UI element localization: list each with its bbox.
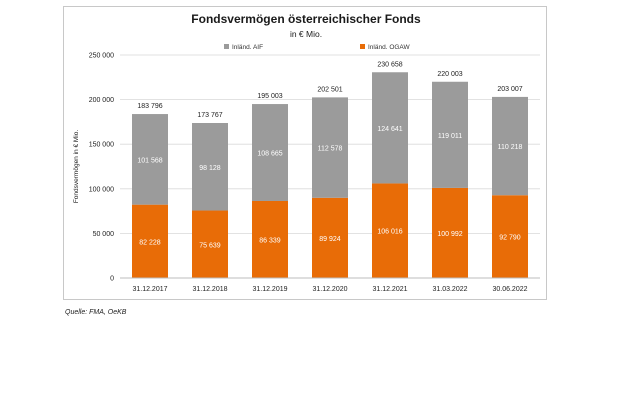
data-label-ogaw: 75 639 [199, 242, 221, 249]
chart-frame: Fondsvermögen österreichischer Fonds in €… [63, 6, 547, 300]
data-label-ogaw: 92 790 [499, 235, 521, 242]
data-label-ogaw: 106 016 [377, 229, 402, 236]
bar-aif-4 [372, 72, 408, 184]
legend-swatch-aif [224, 44, 229, 49]
y-tick-label: 250 000 [89, 53, 114, 60]
y-tick-label: 200 000 [89, 97, 114, 104]
x-tick-label: 31.12.2018 [192, 286, 227, 293]
data-label-aif: 119 011 [438, 133, 462, 140]
bar-ogaw-6 [492, 195, 528, 278]
bar-aif-2 [252, 104, 288, 201]
x-tick-label: 30.06.2022 [492, 286, 527, 293]
data-label-ogaw: 82 228 [139, 239, 161, 246]
total-label: 202 501 [317, 86, 342, 93]
x-tick-label: 31.12.2020 [312, 286, 347, 293]
data-label-ogaw: 89 924 [319, 236, 341, 243]
source-note: Quelle: FMA, OeKB [65, 309, 127, 316]
legend-swatch-ogaw [360, 44, 365, 49]
total-label: 230 658 [377, 61, 402, 68]
bar-aif-5 [432, 81, 468, 188]
bar-aif-6 [492, 96, 528, 196]
data-label-aif: 112 578 [318, 146, 343, 153]
total-label: 183 796 [137, 103, 162, 110]
data-label-aif: 110 218 [498, 144, 523, 151]
bar-aif-3 [312, 97, 348, 198]
y-axis-label: Fondsvermögen in € Mio. [73, 130, 80, 204]
data-label-aif: 101 568 [137, 157, 162, 164]
bar-ogaw-2 [252, 200, 288, 278]
x-tick-label: 31.12.2021 [372, 286, 407, 293]
y-tick-label: 0 [110, 276, 114, 283]
legend-label-aif: Inländ. AIF [232, 44, 263, 51]
total-label: 195 003 [257, 93, 282, 100]
bar-ogaw-0 [132, 204, 168, 278]
x-tick-label: 31.12.2017 [132, 286, 167, 293]
total-label: 203 007 [497, 86, 522, 93]
chart-subtitle: in € Mio. [290, 29, 322, 39]
data-label-ogaw: 100 992 [437, 231, 462, 238]
total-label: 220 003 [437, 71, 462, 78]
stacked-bar-chart: Fondsvermögen österreichischer Fonds in €… [73, 12, 540, 293]
data-label-ogaw: 86 339 [259, 237, 281, 244]
x-tick-label: 31.12.2019 [252, 286, 287, 293]
x-tick-label: 31.03.2022 [432, 286, 467, 293]
legend-label-ogaw: Inländ. OGAW [368, 44, 411, 51]
y-tick-label: 150 000 [89, 142, 114, 149]
chart-title: Fondsvermögen österreichischer Fonds [191, 12, 421, 26]
y-tick-label: 100 000 [89, 186, 114, 193]
y-tick-label: 50 000 [93, 231, 115, 238]
bar-aif-0 [132, 114, 168, 205]
data-label-aif: 108 665 [257, 151, 282, 158]
bar-ogaw-3 [312, 197, 348, 278]
bar-ogaw-4 [372, 183, 408, 278]
bar-ogaw-5 [432, 187, 468, 278]
total-label: 173 767 [197, 112, 222, 119]
bar-ogaw-1 [192, 210, 228, 278]
bar-aif-1 [192, 122, 228, 211]
data-label-aif: 98 128 [199, 165, 221, 172]
data-label-aif: 124 641 [377, 126, 402, 133]
